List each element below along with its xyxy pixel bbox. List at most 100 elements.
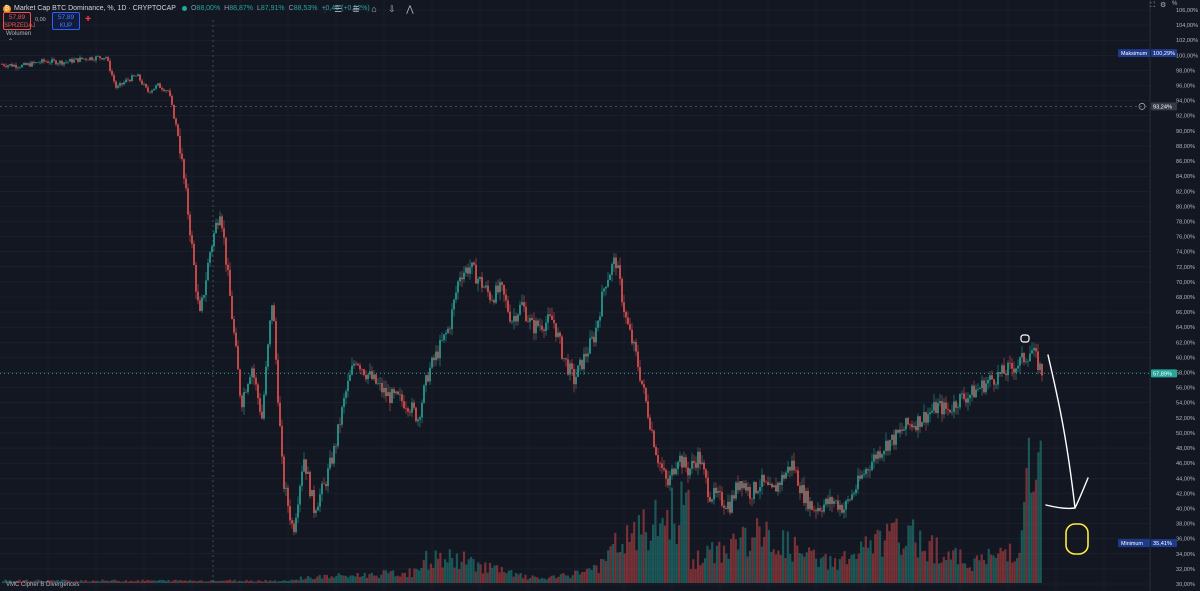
zigzag-icon[interactable]: ⋀ xyxy=(406,3,414,14)
volume-bar xyxy=(56,579,59,583)
arrow-down-icon[interactable]: ⇩ xyxy=(388,3,396,14)
candle-body xyxy=(547,314,549,323)
candle-body xyxy=(1003,365,1005,374)
buy-button[interactable]: 57,89 KUP xyxy=(52,12,80,30)
volume-bar xyxy=(654,499,657,583)
candle-body xyxy=(989,375,991,380)
volume-bar xyxy=(141,579,144,583)
candle-body xyxy=(965,398,967,403)
candle-body xyxy=(963,393,965,399)
candle-body xyxy=(75,58,77,60)
volume-bar xyxy=(399,576,402,583)
candle-body xyxy=(81,57,83,59)
axis-tick-label: 82,00% xyxy=(1176,189,1195,195)
plus-icon[interactable]: ✚ xyxy=(85,16,91,23)
volume-bar xyxy=(89,581,92,583)
volume-bar xyxy=(980,554,983,583)
volume-bar xyxy=(881,556,884,583)
volume-bar xyxy=(514,572,518,583)
axis-tick-label: 78,00% xyxy=(1176,219,1195,225)
candle-body xyxy=(685,457,687,468)
volume-bar xyxy=(772,549,775,583)
candle-body xyxy=(27,63,29,65)
candle-body xyxy=(625,311,627,318)
candle-body xyxy=(223,228,225,238)
volume-bar xyxy=(722,545,726,583)
candle-body xyxy=(777,482,779,492)
candle-body xyxy=(785,472,787,479)
candle-body xyxy=(991,375,993,380)
candle-body xyxy=(589,338,591,354)
volume-bar xyxy=(699,565,702,583)
bars-list-icon[interactable]: ☰ xyxy=(333,3,343,14)
candle-body xyxy=(437,351,439,359)
candle-body xyxy=(603,288,605,292)
candle-body xyxy=(711,499,713,502)
candle-body xyxy=(841,504,843,513)
maximum-label: Maksimum xyxy=(1121,51,1148,57)
volume-bar xyxy=(595,565,598,583)
volume-bar xyxy=(838,558,841,583)
text-note-icon[interactable]: ≣ xyxy=(352,3,360,14)
volume-bar xyxy=(1018,552,1021,583)
volume-bar xyxy=(760,546,763,583)
candle-body xyxy=(287,487,289,507)
gear-icon[interactable]: ⚙ xyxy=(1160,2,1167,9)
chevron-up-icon[interactable]: ⌃ xyxy=(8,39,14,45)
volume-bar xyxy=(358,576,362,583)
candle-body xyxy=(307,471,309,474)
volume-bar xyxy=(455,553,459,583)
volume-indicator-label[interactable]: Wolumen xyxy=(6,31,32,37)
candle-body xyxy=(451,309,453,330)
axis-unit[interactable]: % xyxy=(1172,1,1178,7)
volume-bar xyxy=(422,559,425,583)
candle-body xyxy=(163,89,165,92)
volume-bar xyxy=(269,580,272,583)
volume-bar xyxy=(314,578,317,583)
grip-icon[interactable]: ⋮ xyxy=(321,4,329,14)
volume-bar xyxy=(205,581,208,583)
candle-body xyxy=(107,57,109,61)
candle-body xyxy=(701,462,703,465)
symbol-legend[interactable]: ₿ Market Cap BTC Dominance, %, 1D · CRYP… xyxy=(3,2,370,15)
sell-button[interactable]: 57,89 SPRZEDAJ xyxy=(3,12,35,30)
candle-body xyxy=(235,332,237,347)
candle-body xyxy=(567,359,569,375)
volume-histogram xyxy=(2,437,1042,583)
tag-icon[interactable]: ⌂ xyxy=(371,4,377,14)
volume-bar xyxy=(80,580,83,583)
candle-body xyxy=(313,490,315,514)
candle-body xyxy=(403,401,405,409)
volume-bar xyxy=(94,580,97,583)
candle-body xyxy=(111,71,113,76)
volume-bar xyxy=(35,580,38,583)
symbol-title[interactable]: Market Cap BTC Dominance, %, 1D · CRYPTO… xyxy=(14,5,176,12)
candle-body xyxy=(815,510,817,512)
volume-bar xyxy=(725,553,728,583)
candle-body xyxy=(133,75,135,77)
maximum-value: 100,29% xyxy=(1153,51,1175,57)
volume-bar xyxy=(134,581,137,583)
candle-body xyxy=(399,394,401,395)
candle-body xyxy=(323,483,325,485)
candle-body xyxy=(479,277,481,279)
candle-body xyxy=(849,499,851,501)
volume-bar xyxy=(857,553,860,583)
volume-bar xyxy=(278,581,281,583)
candle-body xyxy=(243,392,245,408)
volume-bar xyxy=(153,580,156,583)
vmc-indicator-label[interactable]: VMC Cipher B Divergences xyxy=(6,582,80,588)
add-alert-icon[interactable] xyxy=(1138,103,1146,110)
volume-bar xyxy=(805,552,808,583)
fullscreen-icon[interactable]: ⛶ xyxy=(1150,2,1155,9)
axis-tick-label: 50,00% xyxy=(1176,431,1195,437)
volume-bar xyxy=(737,549,740,583)
volume-bar xyxy=(1020,530,1023,583)
volume-bar xyxy=(200,580,203,583)
volume-bar xyxy=(829,556,832,583)
candle-body xyxy=(937,403,939,414)
volume-bar xyxy=(588,568,591,583)
candle-body xyxy=(671,468,673,476)
candle-body xyxy=(431,357,433,368)
